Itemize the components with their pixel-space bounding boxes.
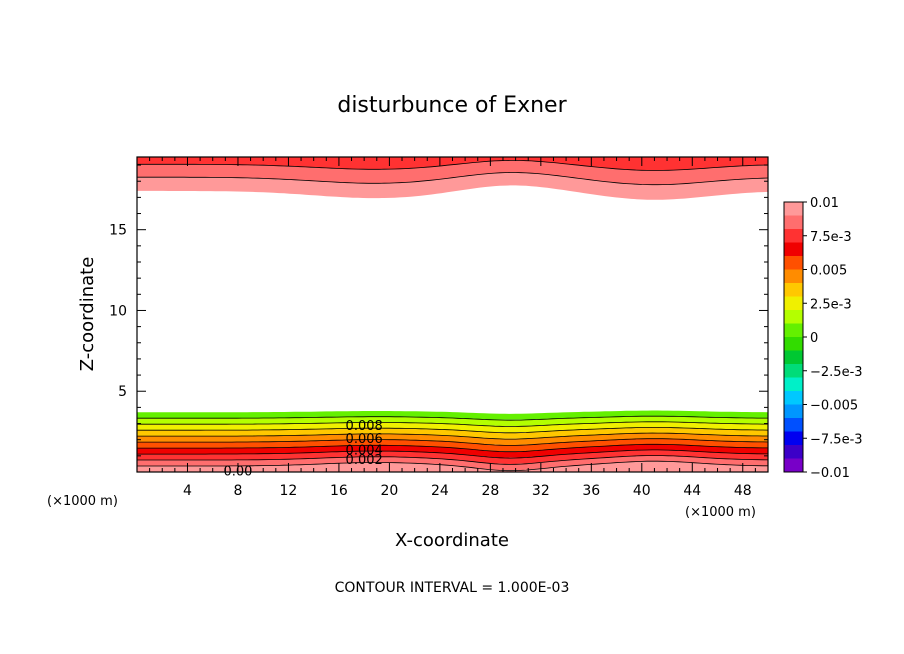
colorbar-tick-label: 2.5e-3 bbox=[810, 297, 852, 312]
y-tick-label: 10 bbox=[109, 303, 127, 319]
colorbar-swatch bbox=[784, 202, 803, 216]
contour-line-upper bbox=[137, 172, 769, 186]
colorbar-swatch bbox=[784, 310, 803, 324]
contour-label: 0.002 bbox=[346, 453, 383, 468]
colorbar-swatch bbox=[784, 283, 803, 297]
x-tick-label: 44 bbox=[683, 483, 701, 499]
colorbar-swatch bbox=[784, 445, 803, 459]
x-tick-label: 40 bbox=[633, 483, 651, 499]
x-tick-label: 24 bbox=[431, 483, 449, 499]
colorbar-swatch bbox=[784, 229, 803, 243]
x-tick-label: 48 bbox=[734, 483, 752, 499]
contour-label: 0.006 bbox=[346, 432, 383, 447]
contour-line-lower bbox=[137, 415, 768, 421]
contour-band-lower bbox=[137, 427, 768, 439]
x-unit-label-left: (×1000 m) bbox=[47, 494, 118, 509]
colorbar-swatch bbox=[784, 323, 803, 338]
colorbar: 0.01 7.5e-3 0.005 2.5e-3 0 −2.5e-3 −0.005 −7.5e… bbox=[783, 196, 863, 481]
contour-line-lower bbox=[137, 460, 768, 472]
colorbar-swatch bbox=[784, 431, 803, 446]
x-tick-label: 4 bbox=[183, 483, 192, 499]
colorbar-swatch bbox=[784, 242, 803, 257]
contour-line-lower bbox=[137, 438, 769, 446]
colorbar-tick-label: 7.5e-3 bbox=[810, 230, 852, 245]
contour-line-lower bbox=[137, 443, 768, 453]
colorbar-tick-label: 0.01 bbox=[810, 196, 839, 211]
y-tick-label: 15 bbox=[109, 223, 127, 239]
x-unit-label-right: (×1000 m) bbox=[685, 505, 756, 520]
contour-line-lower bbox=[137, 432, 768, 440]
contour-band-lower bbox=[137, 438, 768, 452]
colorbar-tick-label: −7.5e-3 bbox=[810, 432, 863, 447]
colorbar-tick-label: −0.005 bbox=[810, 399, 858, 414]
x-tick-label: 20 bbox=[380, 483, 398, 499]
colorbar-tick-label: 0.005 bbox=[810, 264, 847, 279]
colorbar-swatch bbox=[784, 269, 803, 284]
x-axis-label: X-coordinate bbox=[395, 530, 509, 551]
contour-band-upper bbox=[137, 157, 768, 171]
contour-line-lower bbox=[137, 449, 768, 459]
y-axis-label: Z-coordinate bbox=[77, 257, 98, 372]
colorbar-swatch bbox=[784, 215, 803, 230]
colorbar-swatch bbox=[784, 364, 803, 378]
colorbar-swatch bbox=[784, 350, 803, 365]
x-tick-label: 16 bbox=[330, 483, 348, 499]
contour-interval-note: CONTOUR INTERVAL = 1.000E-03 bbox=[335, 580, 570, 596]
colorbar-swatch bbox=[784, 458, 803, 473]
colorbar-swatch bbox=[784, 337, 803, 351]
x-tick-label: 36 bbox=[582, 483, 600, 499]
contour-band-lower bbox=[137, 444, 768, 458]
colorbar-swatch bbox=[784, 391, 803, 405]
x-tick-label: 28 bbox=[481, 483, 499, 499]
x-tick-label: 8 bbox=[233, 483, 242, 499]
contour-line-lower bbox=[137, 455, 769, 465]
colorbar-swatch bbox=[784, 377, 803, 392]
contour-label: 0.008 bbox=[346, 419, 383, 434]
colorbar-swatch bbox=[784, 418, 803, 432]
y-tick-label: 5 bbox=[118, 384, 127, 400]
colorbar-tick-label: −0.01 bbox=[810, 466, 850, 481]
contour-fills bbox=[137, 157, 768, 472]
colorbar-swatch bbox=[784, 256, 803, 270]
colorbar-tick-label: −2.5e-3 bbox=[810, 365, 863, 380]
colorbar-swatch bbox=[784, 296, 803, 311]
x-tick-label: 12 bbox=[280, 483, 298, 499]
contour-line-upper bbox=[137, 160, 769, 171]
contour-band-lower bbox=[137, 461, 768, 472]
contour-line-lower bbox=[137, 421, 768, 427]
colorbar-tick-label: 0 bbox=[810, 331, 818, 346]
x-tick-label: 32 bbox=[532, 483, 550, 499]
contour-band-lower bbox=[137, 421, 768, 433]
y-axis-ticks: 5 10 15 bbox=[109, 164, 768, 457]
contour-band-lower bbox=[137, 433, 768, 446]
colorbar-swatch bbox=[784, 404, 803, 419]
contour-lines bbox=[137, 160, 769, 472]
chart-title: disturbunce of Exner bbox=[337, 93, 567, 118]
contour-line-lower bbox=[137, 427, 769, 434]
contour-label: 0.004 bbox=[346, 443, 383, 458]
x-axis-ticks: 4 8 12 16 20 24 28 32 36 40 44 48 bbox=[149, 157, 756, 499]
